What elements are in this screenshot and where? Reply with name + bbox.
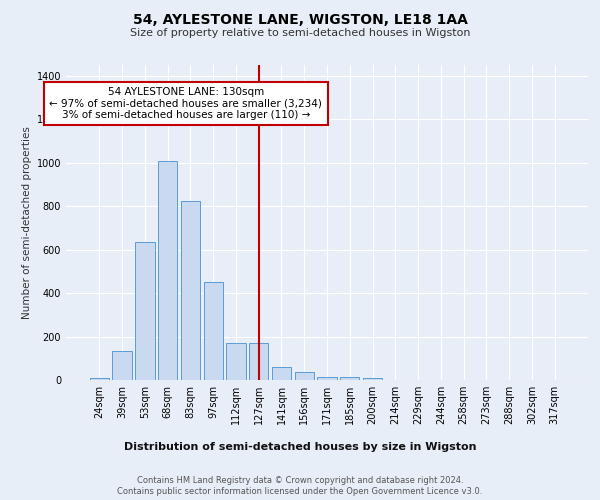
Bar <box>135 242 155 380</box>
Bar <box>158 160 178 380</box>
Bar <box>226 343 245 380</box>
Bar <box>317 376 337 380</box>
Text: 54, AYLESTONE LANE, WIGSTON, LE18 1AA: 54, AYLESTONE LANE, WIGSTON, LE18 1AA <box>133 12 467 26</box>
Y-axis label: Number of semi-detached properties: Number of semi-detached properties <box>22 126 32 319</box>
Bar <box>272 367 291 380</box>
Bar <box>363 378 382 380</box>
Bar <box>295 372 314 380</box>
Bar <box>249 343 268 380</box>
Bar <box>340 376 359 380</box>
Bar <box>90 378 109 380</box>
Text: Size of property relative to semi-detached houses in Wigston: Size of property relative to semi-detach… <box>130 28 470 38</box>
Text: 54 AYLESTONE LANE: 130sqm
← 97% of semi-detached houses are smaller (3,234)
3% o: 54 AYLESTONE LANE: 130sqm ← 97% of semi-… <box>49 86 322 120</box>
Text: Contains public sector information licensed under the Open Government Licence v3: Contains public sector information licen… <box>118 488 482 496</box>
Bar <box>181 201 200 380</box>
Bar <box>112 350 132 380</box>
Text: Distribution of semi-detached houses by size in Wigston: Distribution of semi-detached houses by … <box>124 442 476 452</box>
Bar <box>203 282 223 380</box>
Text: Contains HM Land Registry data © Crown copyright and database right 2024.: Contains HM Land Registry data © Crown c… <box>137 476 463 485</box>
